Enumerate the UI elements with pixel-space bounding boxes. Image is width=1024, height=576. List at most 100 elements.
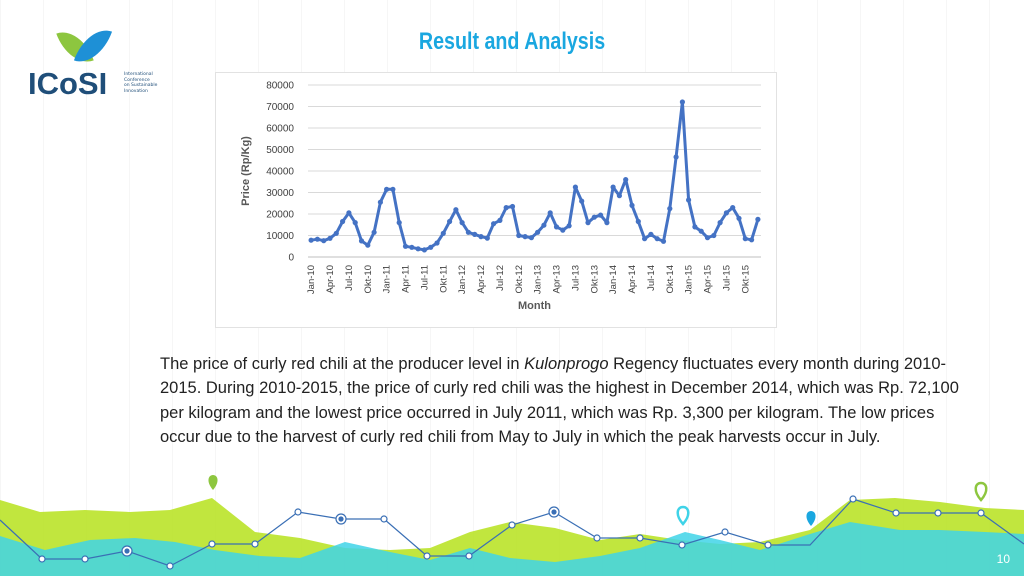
data-point	[484, 235, 490, 241]
data-point	[516, 232, 522, 239]
price-line-chart: 0 10000 20000 30000 40000 50000 60000 70000 8000…	[240, 81, 761, 312]
analysis-paragraph: The price of curly red chili at the prod…	[160, 352, 960, 449]
data-point	[346, 210, 352, 216]
data-point	[472, 231, 478, 237]
x-tick-label: Jul-14	[646, 265, 657, 291]
data-point	[340, 218, 346, 225]
y-axis-label: Price (Rp/Kg)	[240, 136, 252, 206]
x-tick-label: Apr-14	[627, 265, 638, 294]
data-point	[308, 237, 314, 243]
data-point	[749, 237, 755, 243]
data-point	[434, 240, 440, 246]
conference-logo: ICoSI International Conference on Sustai…	[28, 22, 180, 104]
map-pin-icon	[806, 511, 816, 526]
data-point	[730, 205, 736, 211]
data-point	[509, 203, 516, 210]
logo-subtitle-line: on Sustainable	[124, 83, 158, 89]
data-point	[321, 238, 327, 244]
data-point	[717, 220, 723, 226]
x-tick-label: Okt-13	[589, 265, 600, 294]
x-tick-label: Jan-11	[382, 265, 393, 293]
data-point	[572, 184, 578, 190]
data-point	[535, 229, 541, 235]
x-tick-label: Jan-14	[608, 265, 619, 294]
x-tick-label: Jul-12	[495, 265, 506, 291]
y-tick-label: 70000	[266, 102, 294, 113]
data-point	[377, 199, 383, 205]
data-point	[686, 197, 692, 203]
footer-cyan-wave	[0, 522, 1024, 576]
data-point	[610, 184, 616, 190]
logo-subtitle: International Conference on Sustainable …	[124, 72, 180, 94]
x-tick-label: Jul-15	[721, 265, 732, 291]
data-point	[585, 220, 591, 226]
data-point	[327, 235, 333, 241]
analysis-text-part2: Regency fluctuates every month during 20…	[160, 355, 959, 446]
data-point	[616, 193, 622, 199]
data-point	[503, 205, 509, 211]
chart-panel: 0 10000 20000 30000 40000 50000 60000 70000 8000…	[215, 72, 777, 328]
data-point	[654, 236, 660, 242]
data-point	[421, 247, 427, 253]
data-point	[704, 235, 711, 241]
data-point	[692, 224, 698, 230]
data-point	[428, 244, 434, 250]
data-point	[333, 230, 339, 236]
data-point	[314, 236, 320, 242]
logo-name: ICoSI	[28, 66, 108, 101]
y-tick-label: 30000	[266, 188, 294, 199]
map-pin-icon	[974, 481, 988, 502]
data-point	[447, 218, 453, 225]
data-point	[541, 222, 547, 228]
chart-series	[308, 99, 761, 253]
x-tick-label: Apr-15	[703, 265, 714, 294]
data-point	[402, 243, 409, 249]
data-point	[358, 238, 365, 244]
data-point	[453, 207, 459, 213]
series-line	[310, 100, 760, 252]
data-point	[711, 232, 717, 239]
data-point	[371, 229, 377, 235]
x-tick-label: Apr-13	[552, 265, 563, 294]
map-pin-icon	[208, 475, 218, 490]
page-title: Result and Analysis	[418, 28, 606, 55]
x-tick-label: Apr-12	[476, 265, 487, 294]
x-tick-label: Apr-11	[401, 265, 412, 293]
data-point	[491, 221, 497, 227]
x-tick-label: Jul-11	[419, 265, 430, 290]
x-tick-label: Okt-15	[740, 265, 751, 294]
x-tick-label: Okt-14	[665, 265, 676, 294]
x-tick-label: Jan-13	[533, 265, 544, 294]
data-point	[623, 177, 629, 183]
y-tick-label: 0	[288, 253, 294, 264]
x-tick-label: Jan-15	[684, 265, 695, 294]
x-axis-label: Month	[518, 300, 551, 312]
data-point	[742, 236, 748, 242]
decorative-footer	[0, 475, 1024, 576]
data-point	[547, 210, 553, 216]
data-point	[660, 238, 667, 244]
x-tick-label: Okt-10	[363, 265, 374, 294]
data-point	[365, 242, 371, 248]
x-tick-label: Jul-13	[570, 265, 581, 291]
analysis-text-part1: The price of curly red chili at the prod…	[160, 355, 525, 373]
data-point	[522, 234, 528, 240]
x-tick-label: Jul-10	[344, 265, 355, 291]
data-point	[635, 218, 641, 225]
data-point	[723, 210, 729, 216]
data-point	[642, 236, 648, 242]
data-point	[560, 227, 566, 233]
data-point	[528, 235, 534, 241]
logo-subtitle-line: Innovation	[124, 88, 148, 94]
analysis-text-emphasis: Kulonprogo	[524, 355, 609, 373]
data-point	[440, 230, 446, 236]
data-point	[465, 229, 471, 235]
data-point	[390, 186, 396, 192]
x-tick-label: Okt-11	[438, 265, 449, 293]
y-tick-label: 40000	[266, 167, 294, 178]
y-tick-label: 10000	[266, 231, 294, 242]
data-point	[667, 206, 673, 212]
data-point	[396, 220, 402, 226]
data-point	[459, 220, 465, 226]
data-point	[598, 212, 604, 218]
